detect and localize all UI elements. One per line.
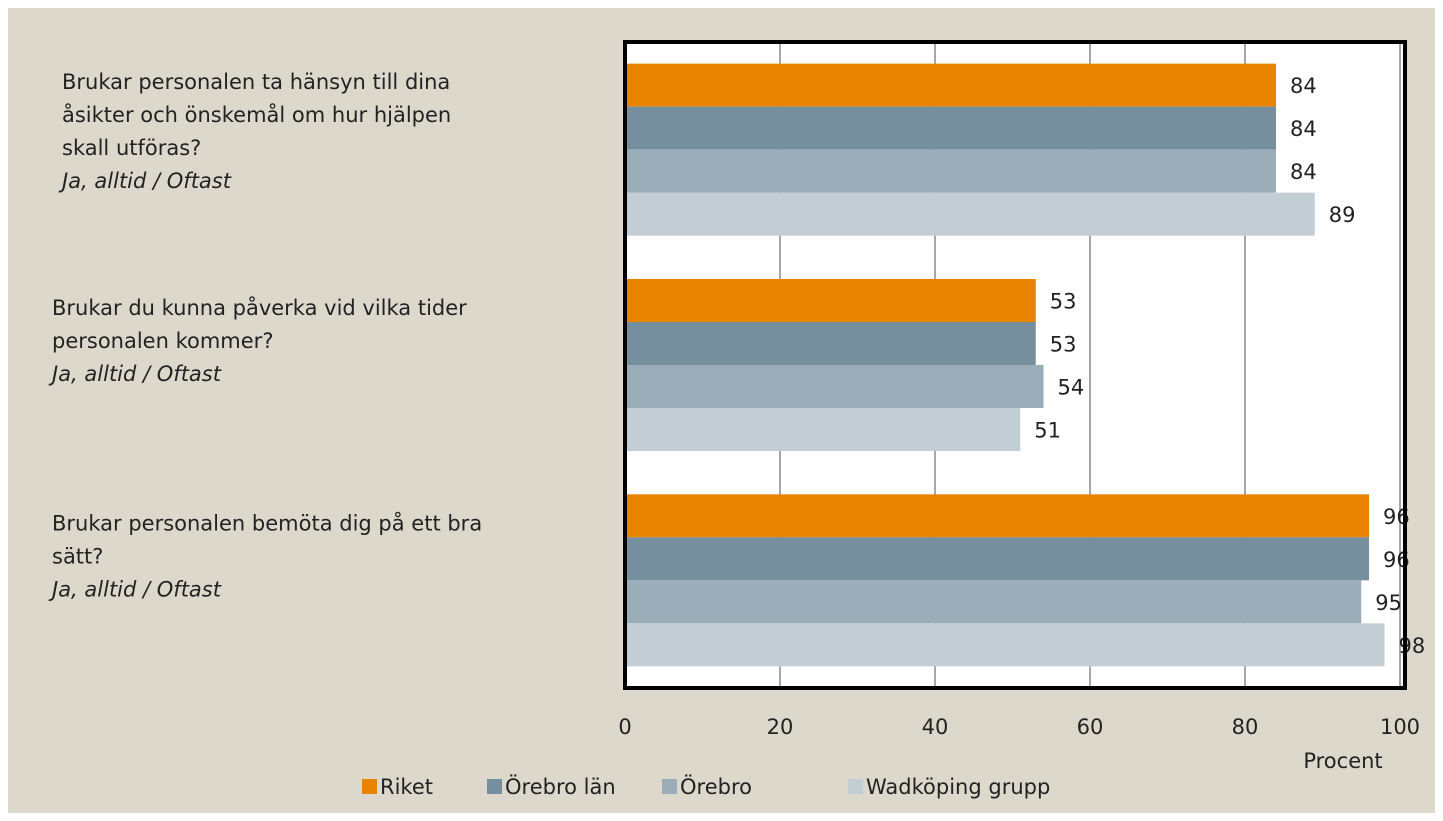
bar [625, 494, 1369, 538]
category-label: Brukar personalen ta hänsyn till dina [62, 70, 450, 94]
value-label: 84 [1290, 117, 1317, 141]
category-subtitle: Ja, alltid / Oftast [48, 577, 222, 601]
bar [625, 322, 1036, 365]
value-label: 53 [1050, 290, 1077, 314]
category-label: personalen kommer? [52, 329, 273, 353]
plot-border [623, 40, 1407, 690]
category-label: Brukar du kunna påverka vid vilka tider [52, 295, 467, 320]
legend-swatch [362, 779, 377, 794]
bar [625, 192, 1315, 236]
category-label: åsikter och önskemål om hur hjälpen [62, 102, 451, 127]
category-label: skall utföras? [62, 136, 201, 160]
value-label: 95 [1375, 591, 1402, 615]
x-tick-label: 20 [767, 715, 794, 739]
bar [625, 279, 1036, 322]
legend-swatch [662, 779, 677, 794]
x-axis-label: Procent [1303, 749, 1382, 773]
legend-label: Wadköping grupp [866, 775, 1050, 799]
x-tick-label: 100 [1380, 715, 1420, 739]
legend-label: Örebro [680, 774, 752, 799]
legend-swatch [487, 779, 502, 794]
x-tick-label: 40 [922, 715, 949, 739]
category-label: Brukar personalen bemöta dig på ett bra [52, 510, 482, 535]
value-label: 98 [1399, 634, 1426, 658]
category-label: sätt? [52, 544, 103, 568]
bar [625, 106, 1276, 150]
legend-swatch [848, 779, 863, 794]
value-label: 84 [1290, 74, 1317, 98]
bar [625, 408, 1021, 451]
bar [625, 537, 1369, 581]
x-tick-label: 60 [1077, 715, 1104, 739]
bar [625, 580, 1362, 624]
value-label: 54 [1058, 376, 1085, 400]
legend-label: Örebro län [505, 774, 616, 799]
category-subtitle: Ja, alltid / Oftast [58, 169, 232, 193]
category-subtitle: Ja, alltid / Oftast [48, 362, 222, 386]
bar [625, 149, 1276, 193]
bar [625, 365, 1044, 408]
bar [625, 623, 1385, 667]
x-tick-label: 0 [618, 715, 631, 739]
value-label: 84 [1290, 160, 1317, 184]
value-label: 51 [1034, 419, 1061, 443]
bar [625, 63, 1276, 107]
legend-label: Riket [380, 775, 433, 799]
value-label: 89 [1329, 203, 1356, 227]
value-label: 53 [1050, 333, 1077, 357]
x-tick-label: 80 [1232, 715, 1259, 739]
